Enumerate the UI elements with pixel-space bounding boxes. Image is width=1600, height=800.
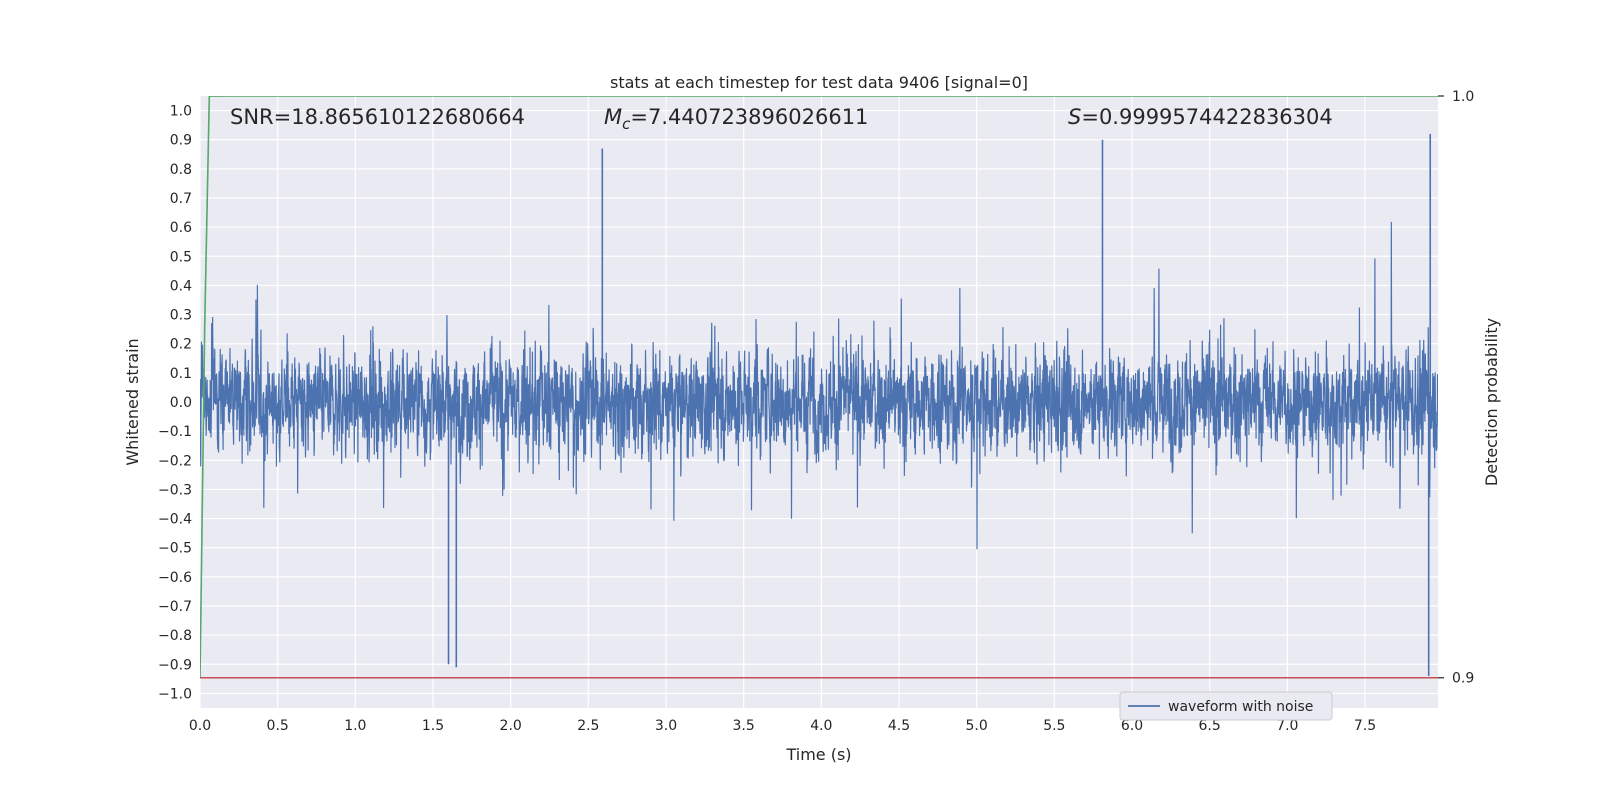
x-tick-label: 0.5: [267, 718, 289, 734]
y-tick-label: 0.4: [170, 278, 192, 294]
right-tick-label: 1.0: [1452, 89, 1474, 105]
chart-title: stats at each timestep for test data 940…: [610, 73, 1028, 92]
right-axis-ticks: 1.0 0.9: [1438, 89, 1474, 687]
right-axis-label: Detection probability: [1482, 318, 1501, 486]
legend: waveform with noise: [1119, 691, 1333, 721]
x-tick-label: 4.0: [810, 718, 832, 734]
x-tick-label: 2.5: [577, 718, 599, 734]
x-tick-label: 6.5: [1199, 718, 1221, 734]
waveform-line: [200, 221, 1438, 550]
probability-line: [200, 96, 1438, 678]
right-tick-label: 0.9: [1452, 671, 1474, 687]
x-tick-label: 3.5: [733, 718, 755, 734]
s-value: =0.9999574422836304: [1081, 105, 1332, 129]
y-tick-label: −0.5: [158, 541, 192, 557]
legend-label-waveform: waveform with noise: [1168, 699, 1313, 715]
y-tick-label: −0.6: [158, 570, 192, 586]
y-tick-label: −0.1: [158, 424, 192, 440]
y-tick-label: 0.2: [170, 337, 192, 353]
y-tick-label: 0.8: [170, 162, 192, 178]
y-tick-label: −0.2: [158, 453, 192, 469]
y-tick-label: 0.9: [170, 133, 192, 149]
y-tick-label: −1.0: [158, 686, 192, 702]
y-tick-label: 0.3: [170, 308, 192, 324]
x-tick-label: 5.0: [966, 718, 988, 734]
y-tick-label: −0.4: [158, 512, 192, 528]
chirp-mass-annotation: Mc=7.440723896026611: [604, 105, 868, 133]
x-tick-label: 3.0: [655, 718, 677, 734]
chirp-mass-subscript: c: [622, 115, 631, 133]
s-annotation: S=0.9999574422836304: [1068, 105, 1333, 129]
y-tick-label: −0.3: [158, 482, 192, 498]
snr-annotation: SNR=18.865610122680664: [230, 105, 525, 129]
x-tick-label: 5.5: [1043, 718, 1065, 734]
x-tick-label: 1.5: [422, 718, 444, 734]
x-tick-label: 1.0: [344, 718, 366, 734]
x-tick-label: 7.5: [1354, 718, 1376, 734]
x-axis-ticks: 0.0 0.5 1.0 1.5 2.0 2.5 3.0 3.5 4.0 4.5 5.0 5.5 6.0 6…: [189, 718, 1376, 734]
chirp-mass-symbol: M: [604, 105, 622, 129]
y-tick-label: 0.6: [170, 220, 192, 236]
x-tick-label: 6.0: [1121, 718, 1143, 734]
series-layer: [200, 96, 1438, 679]
y-tick-label: 0.5: [170, 249, 192, 265]
x-tick-label: 0.0: [189, 718, 211, 734]
x-tick-label: 7.0: [1276, 718, 1298, 734]
y-tick-label: 0.7: [170, 191, 192, 207]
y-tick-label: 1.0: [170, 104, 192, 120]
y-tick-label: −0.9: [158, 657, 192, 673]
x-tick-label: 2.0: [500, 718, 522, 734]
y-tick-label: 0.0: [170, 395, 192, 411]
legend-box: [1119, 691, 1333, 721]
chirp-mass-value: =7.440723896026611: [630, 105, 868, 129]
y-tick-label: −0.7: [158, 599, 192, 615]
y-axis-label: Whitened strain: [123, 338, 142, 465]
y-tick-label: 0.1: [170, 366, 192, 382]
y-axis-ticks: 1.0 0.9 0.8 0.7 0.6 0.5 0.4 0.3 0.2 0.1 0.0 −0.1 −0.…: [158, 104, 192, 703]
s-symbol: S: [1068, 105, 1081, 129]
y-tick-label: −0.8: [158, 628, 192, 644]
x-tick-label: 4.5: [888, 718, 910, 734]
x-axis-label: Time (s): [785, 745, 851, 764]
